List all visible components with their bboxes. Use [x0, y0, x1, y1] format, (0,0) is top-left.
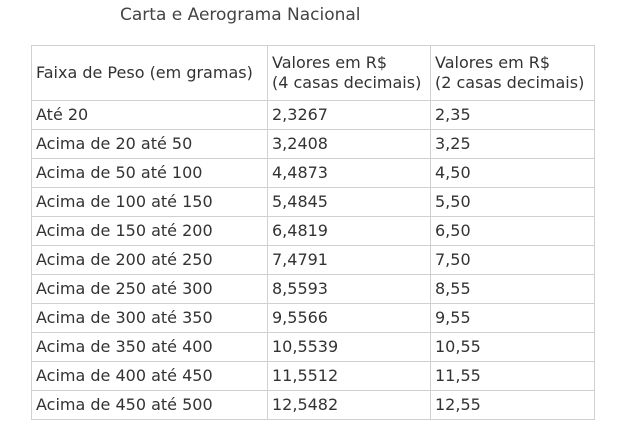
cell-value-2-decimals: 9,55: [430, 303, 595, 333]
cell-value-2-decimals: 11,55: [430, 361, 595, 391]
cell-value-2-decimals: 5,50: [430, 187, 595, 217]
table-body: Até 20 2,3267 2,35 Acima de 20 até 50 3,2408…: [31, 100, 595, 420]
cell-value-4-decimals: 8,5593: [267, 274, 431, 304]
cell-weight-range: Acima de 400 até 450: [31, 361, 268, 391]
table-row: Até 20 2,3267 2,35: [31, 100, 595, 130]
header-line: Valores em R$: [435, 53, 551, 72]
table-header: Faixa de Peso (em gramas) Valores em R$ …: [31, 45, 595, 101]
cell-weight-range: Acima de 250 até 300: [31, 274, 268, 304]
table-row: Acima de 150 até 200 6,4819 6,50: [31, 216, 595, 246]
table-row: Acima de 350 até 400 10,5539 10,55: [31, 332, 595, 362]
cell-value-2-decimals: 6,50: [430, 216, 595, 246]
header-line: (4 casas decimais): [272, 73, 422, 92]
cell-value-2-decimals: 8,55: [430, 274, 595, 304]
table-row: Acima de 300 até 350 9,5566 9,55: [31, 303, 595, 333]
rates-table: Faixa de Peso (em gramas) Valores em R$ …: [31, 45, 595, 420]
cell-value-4-decimals: 3,2408: [267, 129, 431, 159]
table-row: Acima de 450 até 500 12,5482 12,55: [31, 390, 595, 420]
cell-value-4-decimals: 6,4819: [267, 216, 431, 246]
table-row: Acima de 400 até 450 11,5512 11,55: [31, 361, 595, 391]
header-row: Faixa de Peso (em gramas) Valores em R$ …: [31, 45, 595, 101]
cell-weight-range: Até 20: [31, 100, 268, 130]
cell-weight-range: Acima de 300 até 350: [31, 303, 268, 333]
cell-value-2-decimals: 2,35: [430, 100, 595, 130]
cell-weight-range: Acima de 20 até 50: [31, 129, 268, 159]
table-row: Acima de 250 até 300 8,5593 8,55: [31, 274, 595, 304]
cell-value-4-decimals: 10,5539: [267, 332, 431, 362]
table-row: Acima de 20 até 50 3,2408 3,25: [31, 129, 595, 159]
cell-weight-range: Acima de 450 até 500: [31, 390, 268, 420]
header-value-4-decimals: Valores em R$ (4 casas decimais): [267, 45, 431, 101]
table-row: Acima de 50 até 100 4,4873 4,50: [31, 158, 595, 188]
page-title: Carta e Aerograma Nacional: [120, 5, 361, 25]
cell-value-2-decimals: 7,50: [430, 245, 595, 275]
cell-value-4-decimals: 2,3267: [267, 100, 431, 130]
header-line: (2 casas decimais): [435, 73, 585, 92]
header-value-2-decimals: Valores em R$ (2 casas decimais): [430, 45, 595, 101]
cell-weight-range: Acima de 350 até 400: [31, 332, 268, 362]
table-row: Acima de 200 até 250 7,4791 7,50: [31, 245, 595, 275]
cell-value-2-decimals: 12,55: [430, 390, 595, 420]
table-row: Acima de 100 até 150 5,4845 5,50: [31, 187, 595, 217]
cell-value-4-decimals: 4,4873: [267, 158, 431, 188]
header-weight-range: Faixa de Peso (em gramas): [31, 45, 268, 101]
cell-value-4-decimals: 5,4845: [267, 187, 431, 217]
cell-value-4-decimals: 11,5512: [267, 361, 431, 391]
cell-value-4-decimals: 12,5482: [267, 390, 431, 420]
cell-weight-range: Acima de 100 até 150: [31, 187, 268, 217]
cell-weight-range: Acima de 200 até 250: [31, 245, 268, 275]
header-line: Valores em R$: [272, 53, 388, 72]
cell-value-2-decimals: 10,55: [430, 332, 595, 362]
cell-value-2-decimals: 3,25: [430, 129, 595, 159]
cell-weight-range: Acima de 50 até 100: [31, 158, 268, 188]
cell-value-4-decimals: 9,5566: [267, 303, 431, 333]
cell-value-4-decimals: 7,4791: [267, 245, 431, 275]
cell-weight-range: Acima de 150 até 200: [31, 216, 268, 246]
cell-value-2-decimals: 4,50: [430, 158, 595, 188]
header-line: Faixa de Peso (em gramas): [36, 63, 253, 82]
